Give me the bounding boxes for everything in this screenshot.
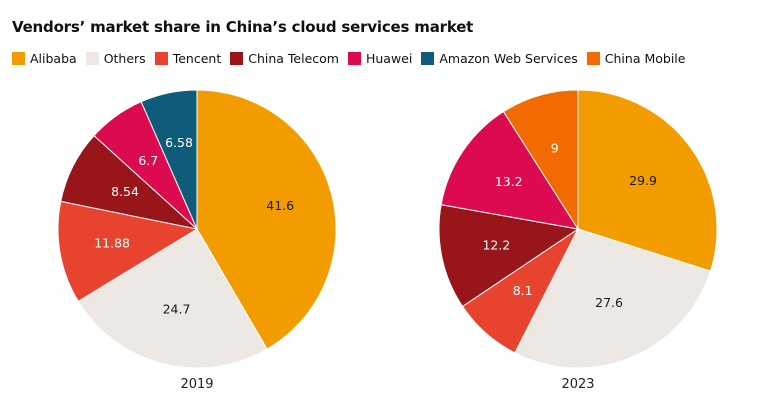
slice-label-2023-china-mobile: 9 xyxy=(551,140,559,155)
legend-label-amazon-web-services: Amazon Web Services xyxy=(439,51,578,66)
slice-label-2019-others: 24.7 xyxy=(163,301,191,316)
slice-label-2019-tencent: 11.88 xyxy=(94,235,130,250)
legend-item-others: Others xyxy=(85,51,146,66)
legend: Alibaba Others Tencent China Telecom Hua… xyxy=(12,51,694,66)
legend-swatch-china-telecom xyxy=(230,52,244,65)
pie-2019: 41.6 24.7 11.88 8.54 6.7 6.58 2019 xyxy=(57,89,337,392)
pie-2023: 29.9 27.6 8.1 12.2 13.2 9 2023 xyxy=(438,89,718,392)
legend-item-huawei: Huawei xyxy=(347,51,413,66)
slice-label-2023-huawei: 13.2 xyxy=(495,174,523,189)
legend-label-huawei: Huawei xyxy=(365,51,413,66)
year-label-2023: 2023 xyxy=(561,377,594,392)
legend-item-tencent: Tencent xyxy=(154,51,222,66)
legend-label-china-telecom: China Telecom xyxy=(248,51,339,66)
slice-2023-china-mobile xyxy=(502,89,579,231)
legend-label-others: Others xyxy=(103,51,146,66)
legend-label-tencent: Tencent xyxy=(172,51,222,66)
slice-label-2023-alibaba: 29.9 xyxy=(629,173,657,188)
slice-label-2019-amazon-web-services: 6.58 xyxy=(165,135,193,150)
slice-label-2019-alibaba: 41.6 xyxy=(266,198,294,213)
slice-label-2019-huawei: 6.7 xyxy=(138,153,158,168)
slice-2023-others xyxy=(514,228,712,369)
slice-2023-huawei xyxy=(440,110,580,230)
slice-label-2023-others: 27.6 xyxy=(595,295,623,310)
legend-label-alibaba: Alibaba xyxy=(30,51,77,66)
legend-swatch-china-mobile xyxy=(586,52,600,65)
legend-item-china-telecom: China Telecom xyxy=(230,51,339,66)
legend-item-amazon-web-services: Amazon Web Services xyxy=(421,51,578,66)
slice-2023-china-telecom xyxy=(438,204,580,308)
legend-item-china-mobile: China Mobile xyxy=(586,51,686,66)
chart-title: Vendors’ market share in China’s cloud s… xyxy=(12,18,474,36)
slice-2019-amazon-web-services xyxy=(140,89,198,230)
slice-label-2023-tencent: 8.1 xyxy=(513,283,533,298)
legend-swatch-tencent xyxy=(154,52,168,65)
slice-2023-alibaba xyxy=(577,89,718,272)
slice-label-2023-china-telecom: 12.2 xyxy=(482,238,510,253)
slice-2019-alibaba xyxy=(196,89,337,350)
legend-swatch-huawei xyxy=(347,52,361,65)
slice-label-2019-china-telecom: 8.54 xyxy=(111,184,139,199)
year-label-2019: 2019 xyxy=(180,377,213,392)
legend-item-alibaba: Alibaba xyxy=(12,51,77,66)
slice-2019-tencent xyxy=(57,200,199,302)
legend-label-china-mobile: China Mobile xyxy=(604,51,686,66)
legend-swatch-amazon-web-services xyxy=(421,52,435,65)
slice-2019-others xyxy=(77,228,268,369)
legend-swatch-others xyxy=(85,52,99,65)
legend-swatch-alibaba xyxy=(12,52,25,65)
